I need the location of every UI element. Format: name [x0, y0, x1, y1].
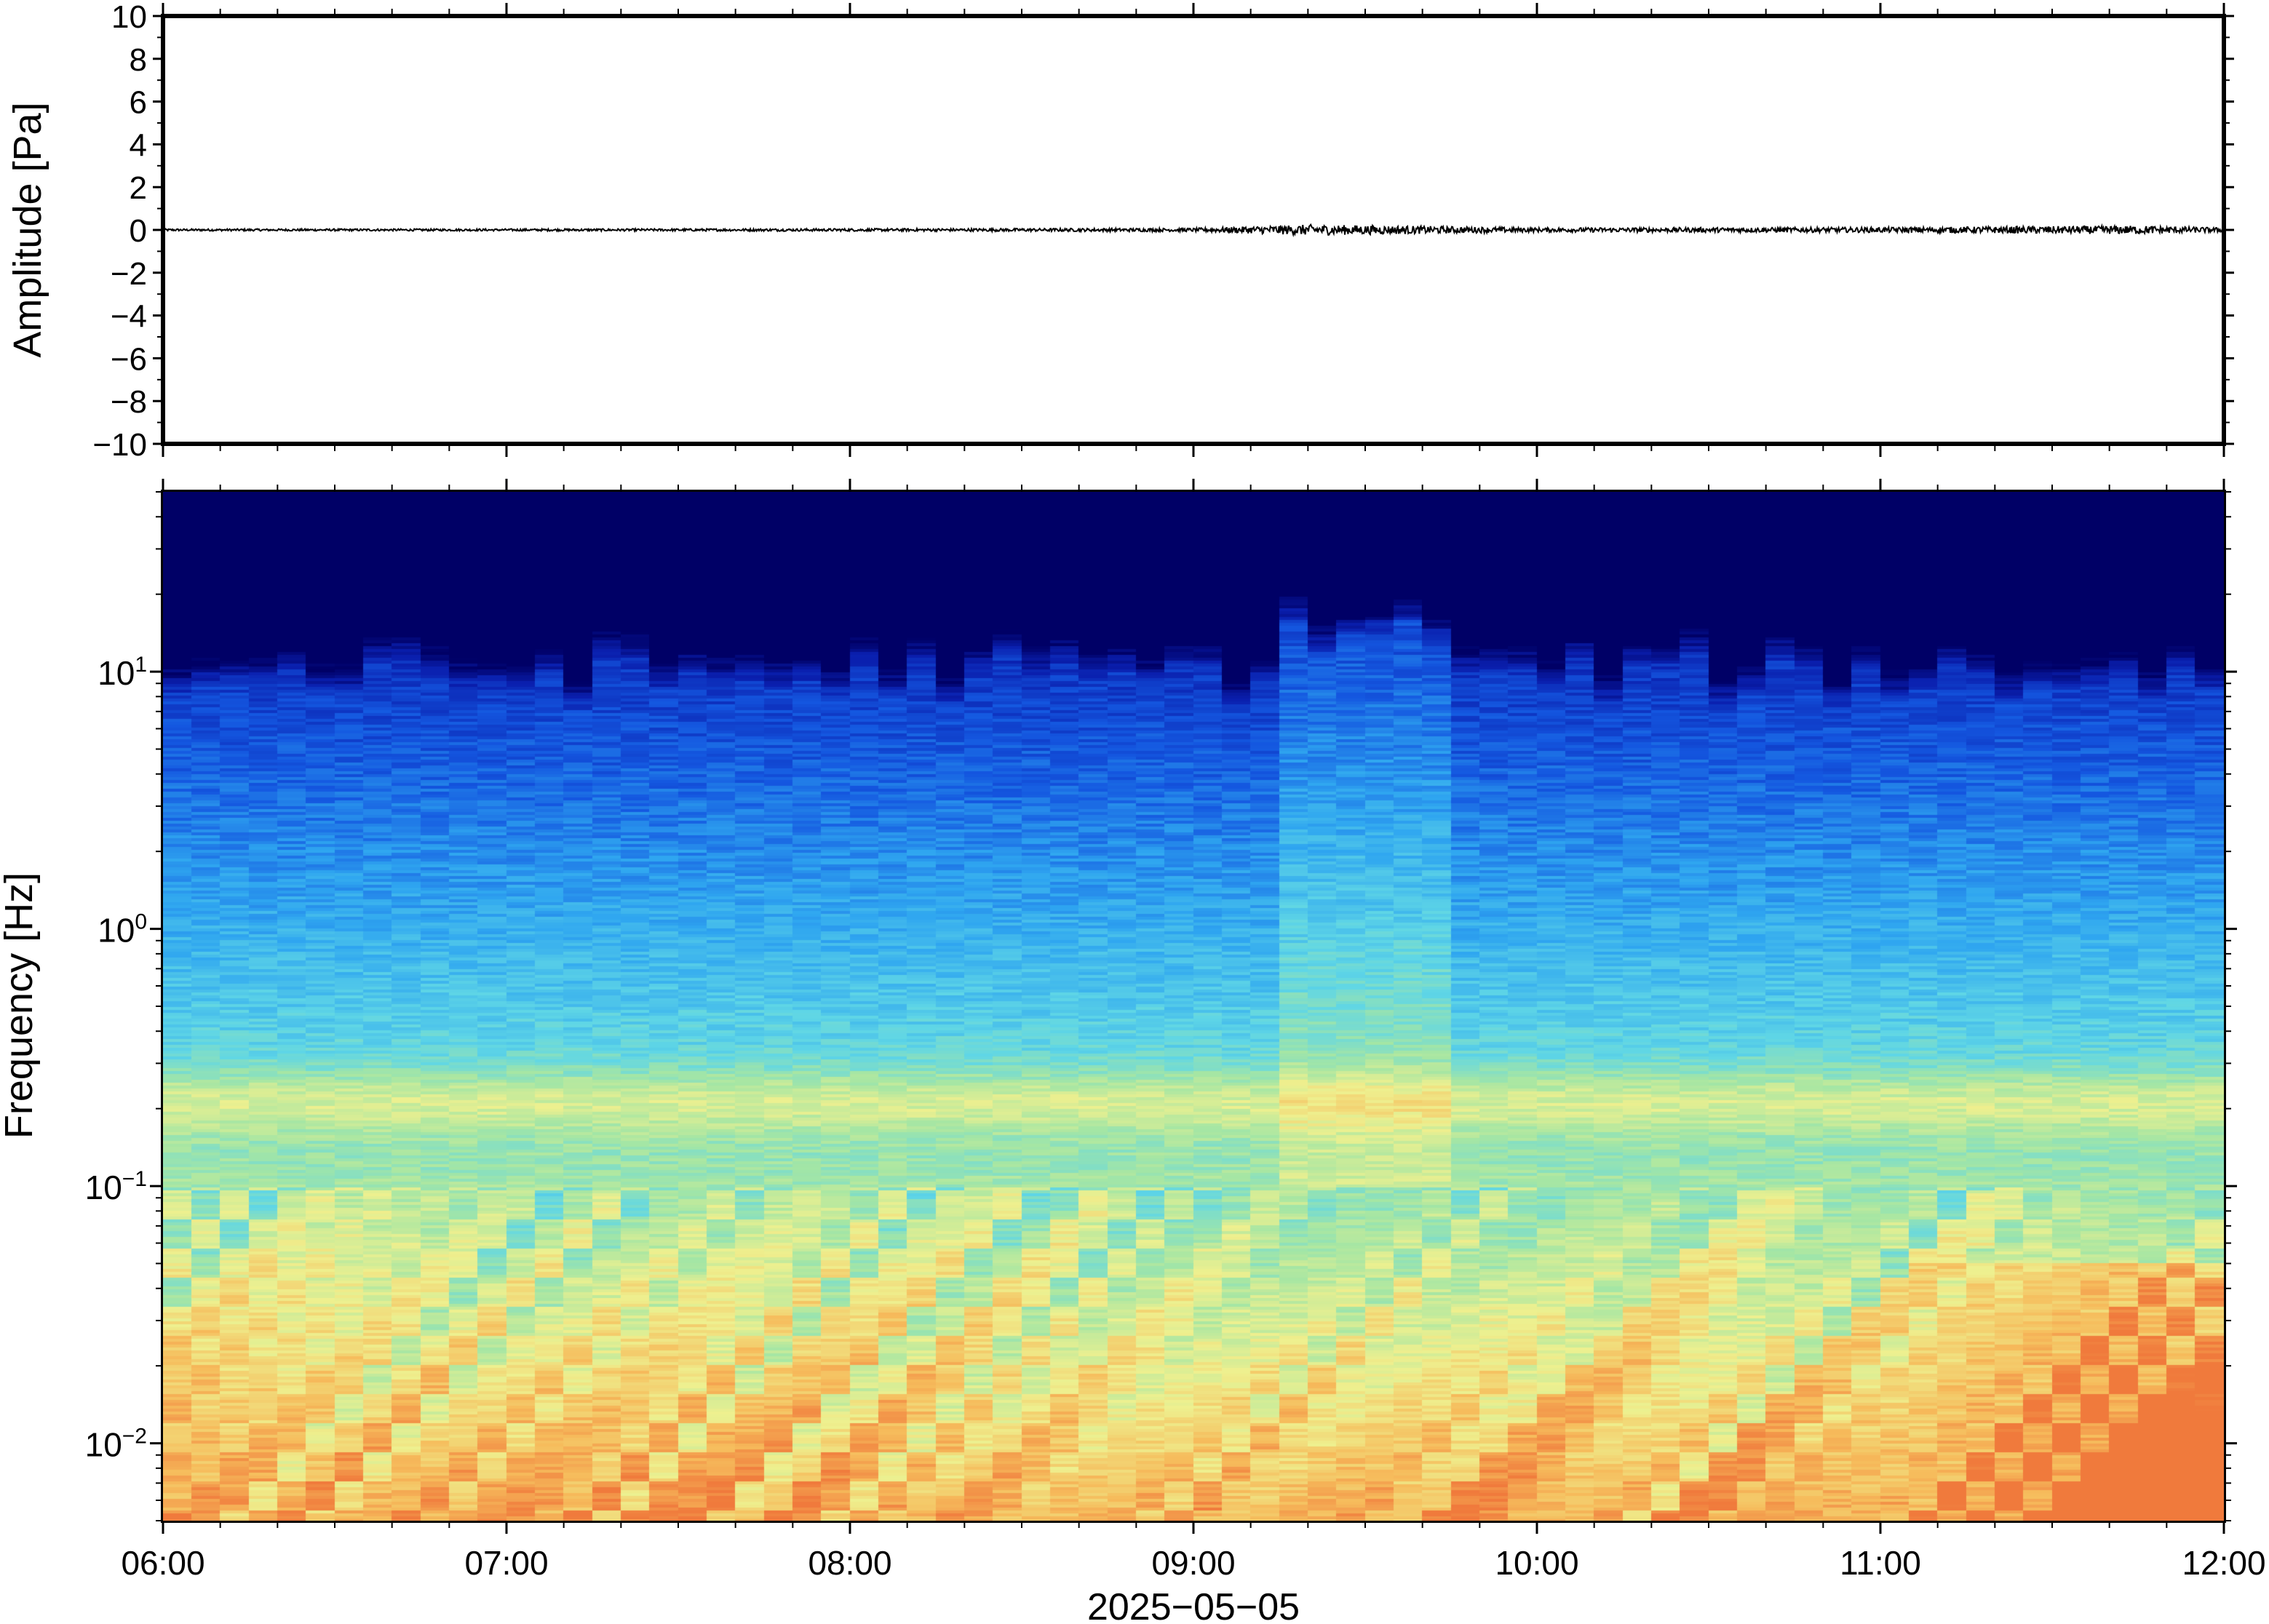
spectrogram-y-tick-label: 10−2 [85, 1425, 147, 1464]
x-tick-label: 10:00 [1495, 1544, 1578, 1582]
waveform-y-ticks: 10 8 6 4 2 0 −2 −4 −6 −8 −10 [92, 0, 2234, 463]
x-axis-date-label: 2025−05−05 [1087, 1586, 1300, 1624]
spectrogram-y-axis-label: Frequency [Hz] [0, 872, 41, 1139]
x-tick-label: 08:00 [808, 1544, 891, 1582]
waveform-y-tick-label: 8 [130, 42, 147, 78]
x-tick-label: 12:00 [2182, 1544, 2265, 1582]
waveform-y-tick-label: −4 [111, 299, 147, 335]
waveform-panel: 10 8 6 4 2 0 −2 −4 −6 −8 −10 Amplitude [Pa] [6, 0, 2234, 463]
waveform-frame [161, 14, 2226, 446]
waveform-y-tick-label: 2 [130, 170, 147, 206]
waveform-y-tick-label: −6 [111, 341, 147, 377]
waveform-y-tick-label: 10 [111, 0, 147, 35]
x-tick-label: 11:00 [1840, 1544, 1921, 1582]
waveform-y-tick-label: −8 [111, 384, 147, 420]
x-tick-label: 06:00 [121, 1544, 204, 1582]
spectrogram-panel: 101 100 10−1 10−2 06:00 07:00 08:00 09:00 10:00… [0, 479, 2266, 1624]
spectrogram-y-tick-label: 100 [98, 910, 147, 950]
waveform-y-axis-label: Amplitude [Pa] [6, 102, 49, 357]
waveform-y-tick-label: −10 [92, 427, 147, 463]
waveform-y-tick-label: 0 [130, 213, 147, 249]
x-tick-label: 07:00 [464, 1544, 548, 1582]
spectrogram-image [163, 492, 2224, 1521]
x-tick-label: 09:00 [1151, 1544, 1235, 1582]
waveform-trace [162, 223, 2225, 238]
spectrogram-y-tick-label: 10−1 [85, 1167, 147, 1206]
waveform-y-tick-label: −2 [111, 256, 147, 292]
spectrogram-y-tick-label: 101 [98, 653, 147, 692]
waveform-y-tick-label: 6 [130, 85, 147, 121]
waveform-y-tick-label: 4 [130, 127, 147, 163]
